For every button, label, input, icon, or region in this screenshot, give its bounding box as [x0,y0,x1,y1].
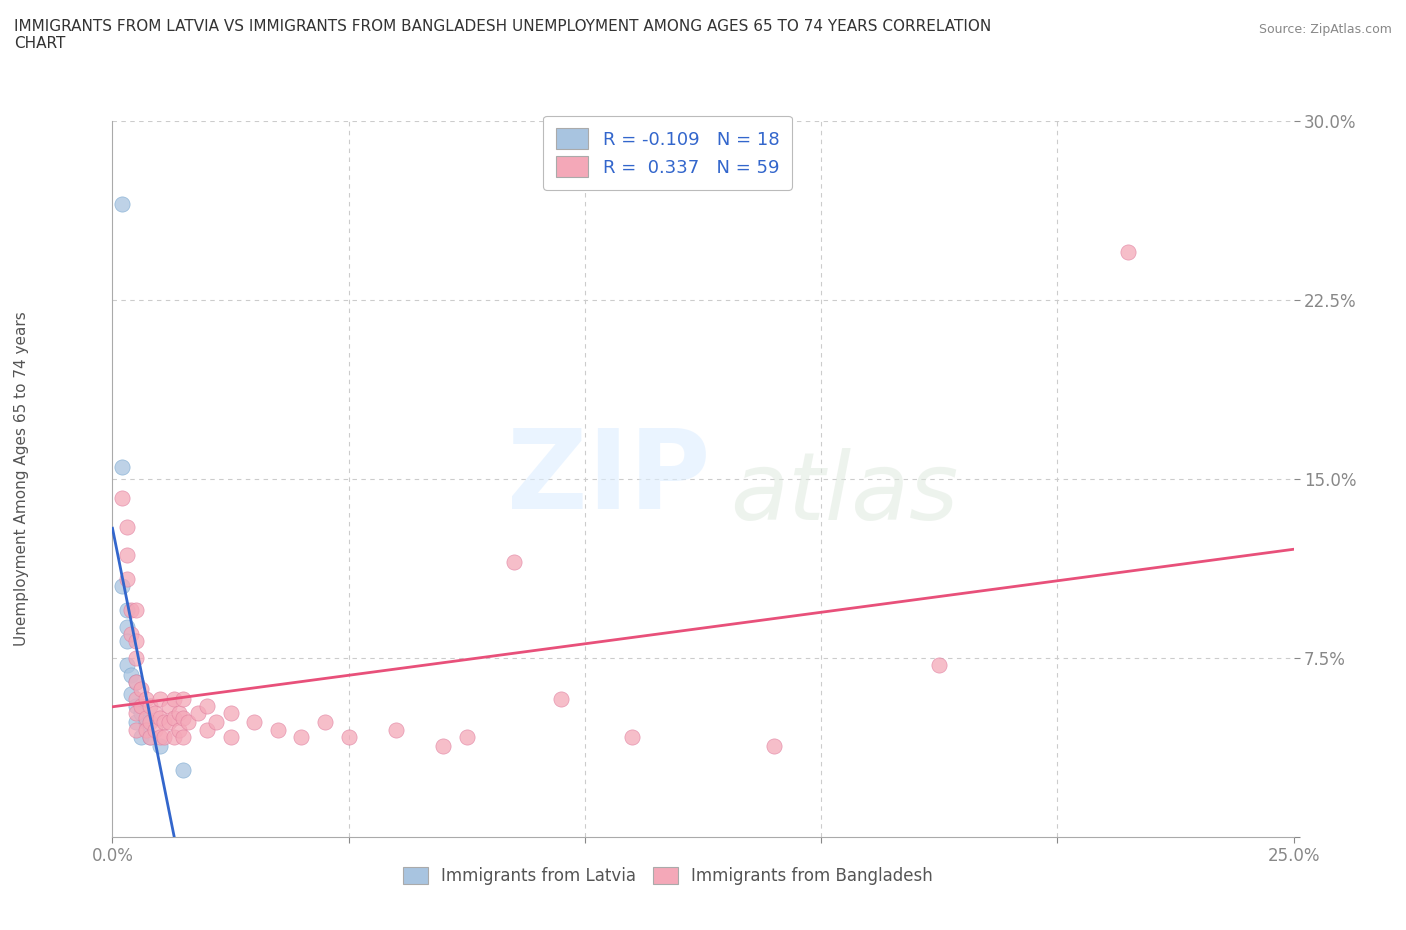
Point [125,674,148,689]
Point [111,491,134,506]
Point [219,706,242,721]
Point [167,722,190,737]
Point [129,698,152,713]
Point [167,706,190,721]
Point [115,658,138,672]
Point [149,691,172,706]
Point [153,715,176,730]
Point [115,619,138,634]
Point [125,603,148,618]
Point [503,555,526,570]
Point [149,711,172,725]
Point [135,715,157,730]
Point [243,715,266,730]
Point [157,715,180,730]
Point [205,715,228,730]
Point [115,548,138,563]
Point [125,715,148,730]
Point [172,763,194,777]
Point [125,651,148,666]
Point [129,706,152,721]
Text: Source: ZipAtlas.com: Source: ZipAtlas.com [1258,23,1392,36]
Point [115,603,138,618]
Point [125,691,148,706]
Point [432,738,454,753]
Point [149,738,172,753]
Point [120,686,142,701]
Point [139,729,162,744]
Point [111,578,134,594]
Point [267,722,290,737]
Point [1116,245,1139,259]
Text: atlas: atlas [731,447,959,538]
Point [195,698,218,713]
Point [177,715,200,730]
Point [385,722,408,737]
Point [125,722,148,737]
Point [111,197,134,212]
Point [219,729,242,744]
Y-axis label: Unemployment Among Ages 65 to 74 years: Unemployment Among Ages 65 to 74 years [14,312,30,646]
Point [163,711,186,725]
Point [143,706,166,721]
Point [120,667,142,682]
Point [163,691,186,706]
Point [125,698,148,713]
Point [314,715,336,730]
Point [149,729,172,744]
Text: ZIP: ZIP [506,425,710,533]
Point [163,729,186,744]
Point [125,674,148,689]
Point [125,634,148,649]
Point [115,572,138,587]
Point [186,706,208,721]
Point [135,691,157,706]
Point [456,729,478,744]
Point [172,711,194,725]
Point [115,634,138,649]
Point [139,729,162,744]
Point [928,658,950,672]
Point [139,698,162,713]
Point [157,698,180,713]
Point [762,738,785,753]
Point [139,715,162,730]
Point [143,722,166,737]
Point [129,729,152,744]
Legend: Immigrants from Latvia, Immigrants from Bangladesh: Immigrants from Latvia, Immigrants from … [394,858,941,893]
Point [111,459,134,474]
Point [153,729,176,744]
Point [135,711,157,725]
Point [120,627,142,642]
Point [129,682,152,697]
Point [195,722,218,737]
Point [125,706,148,721]
Point [172,691,194,706]
Point [621,729,644,744]
Point [290,729,312,744]
Point [135,722,157,737]
Point [115,519,138,534]
Point [172,729,194,744]
Point [337,729,360,744]
Point [120,603,142,618]
Text: IMMIGRANTS FROM LATVIA VS IMMIGRANTS FROM BANGLADESH UNEMPLOYMENT AMONG AGES 65 : IMMIGRANTS FROM LATVIA VS IMMIGRANTS FRO… [14,19,991,51]
Point [550,691,572,706]
